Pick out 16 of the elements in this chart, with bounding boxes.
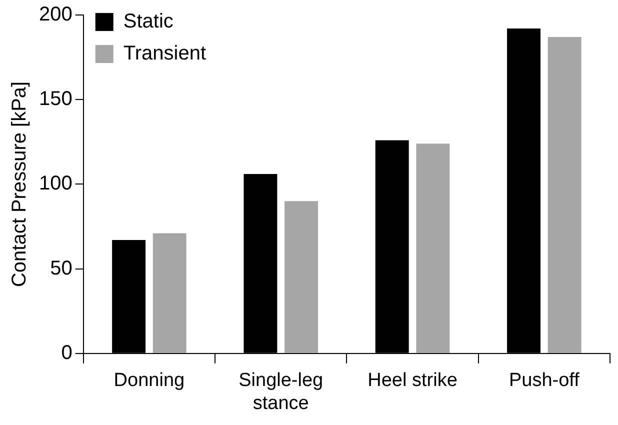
legend-label: Transient <box>123 42 206 65</box>
y-tick-label: 150 <box>38 88 72 110</box>
legend-label: Static <box>123 10 174 33</box>
bar <box>152 233 186 353</box>
x-tick-label: Push-off <box>508 370 580 392</box>
y-tick-label: 50 <box>50 257 72 280</box>
x-tick-label: Single-leg stance <box>238 370 324 414</box>
y-tick-label: 0 <box>61 342 72 364</box>
bar <box>416 144 450 353</box>
y-axis-title: Contact Pressure [kPa] <box>8 81 31 288</box>
bar <box>284 201 318 353</box>
y-tick-label: 100 <box>38 172 72 195</box>
x-tick-label: Heel strike <box>368 370 458 392</box>
y-tick-label: 200 <box>38 4 72 26</box>
bar <box>548 36 582 353</box>
x-tick-label: Donning <box>114 370 185 392</box>
